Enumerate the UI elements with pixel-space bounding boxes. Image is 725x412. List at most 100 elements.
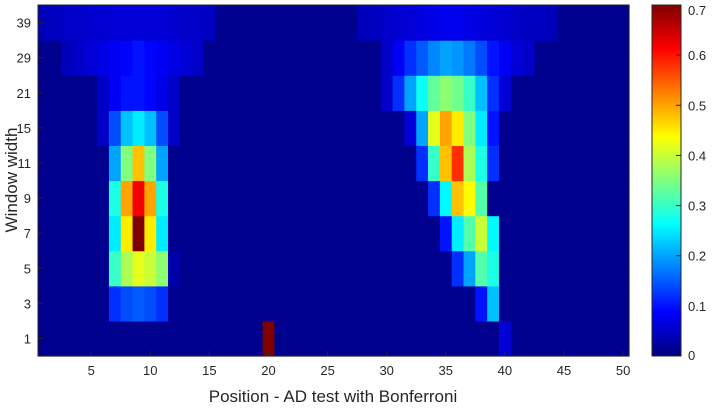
heatmap-cell (191, 180, 205, 217)
heatmap-cell (569, 5, 583, 41)
plot-frame (37, 4, 630, 357)
heatmap-cell (475, 285, 488, 322)
heatmap-cell (238, 250, 252, 287)
heatmap-cell (534, 320, 547, 357)
heatmap-cell (475, 215, 488, 252)
heatmap-cell (475, 320, 488, 357)
heatmap-cell (132, 320, 145, 357)
heatmap-cell (156, 250, 169, 287)
heatmap-cell (238, 320, 252, 357)
heatmap-cell (321, 145, 335, 182)
heatmap-cell (61, 5, 75, 41)
heatmap-cell (97, 215, 110, 252)
heatmap-cell (558, 75, 571, 111)
colorbar-frame (651, 4, 682, 357)
heatmap-cell (309, 215, 323, 252)
heatmap-cell (203, 40, 216, 76)
heatmap-cell (475, 75, 488, 111)
heatmap-cell (321, 75, 335, 111)
colorbar-tick-label: 0.3 (688, 199, 706, 214)
heatmap-cell (439, 215, 453, 252)
y-tick-label: 39 (17, 16, 31, 31)
heatmap-cell (97, 110, 110, 146)
heatmap-cell (156, 180, 169, 217)
heatmap-cell (428, 110, 441, 146)
heatmap-cell (380, 5, 394, 41)
heatmap-cell (593, 180, 606, 217)
heatmap-cell (227, 250, 240, 287)
heatmap-cell (605, 40, 618, 76)
x-tick-label: 10 (143, 363, 157, 378)
heatmap-cell (262, 215, 275, 252)
heatmap-cell (156, 5, 169, 41)
heatmap-cell (262, 320, 275, 357)
heatmap-cell (49, 180, 63, 217)
heatmap-cell (309, 110, 323, 146)
heatmap-cell (191, 75, 205, 111)
heatmap-cell (368, 145, 382, 182)
y-tick-label: 5 (24, 261, 31, 276)
heatmap-cell (238, 5, 252, 41)
heatmap-cell (605, 215, 618, 252)
heatmap-cell (522, 250, 536, 287)
heatmap-cell (475, 250, 488, 287)
heatmap-cell (392, 215, 406, 252)
heatmap-cell (38, 5, 51, 41)
heatmap-cell (215, 145, 228, 182)
heatmap-cell (274, 250, 287, 287)
heatmap-cell (179, 40, 193, 76)
heatmap-cell (168, 250, 181, 287)
heatmap-cell (203, 180, 216, 217)
heatmap-cell (569, 75, 583, 111)
heatmap-cell (380, 285, 394, 322)
heatmap-cell (274, 110, 287, 146)
heatmap-cell (203, 215, 216, 252)
heatmap-cell (191, 250, 205, 287)
heatmap-cell (333, 320, 346, 357)
heatmap-cell (298, 180, 311, 217)
heatmap-cell (250, 145, 264, 182)
heatmap-cell (144, 285, 157, 322)
heatmap-cell (404, 75, 417, 111)
heatmap-cell (215, 215, 228, 252)
heatmap-cell (108, 285, 122, 322)
heatmap-cell (108, 40, 122, 76)
heatmap-cell (463, 5, 476, 41)
heatmap-cell (286, 75, 299, 111)
heatmap-cell (498, 250, 512, 287)
heatmap-cell (534, 110, 547, 146)
heatmap-cell (498, 145, 512, 182)
heatmap-cell (108, 75, 122, 111)
heatmap-cell (286, 320, 299, 357)
heatmap-cell (357, 75, 370, 111)
heatmap-cell (581, 110, 595, 146)
heatmap-cell (179, 250, 193, 287)
heatmap-cell (498, 180, 512, 217)
heatmap-cell (581, 5, 595, 41)
heatmap-cell (144, 110, 157, 146)
heatmap-cell (38, 320, 51, 357)
heatmap-cell (392, 40, 406, 76)
heatmap-cell (321, 110, 335, 146)
heatmap-cell (49, 40, 63, 76)
heatmap-cell (321, 5, 335, 41)
heatmap-cell (392, 180, 406, 217)
heatmap-cell (416, 180, 429, 217)
heatmap-cell (558, 40, 571, 76)
heatmap-cell (345, 145, 358, 182)
heatmap-cell (191, 215, 205, 252)
heatmap-cell (345, 250, 358, 287)
heatmap-cell (61, 320, 75, 357)
heatmap-cell (49, 250, 63, 287)
heatmap-cell (546, 145, 559, 182)
heatmap-cell (439, 110, 453, 146)
heatmap-cell (168, 110, 181, 146)
heatmap-cell (380, 75, 394, 111)
heatmap-cell (108, 5, 122, 41)
heatmap-cell (439, 40, 453, 76)
heatmap-cell (593, 75, 606, 111)
heatmap-cell (298, 285, 311, 322)
heatmap-cell (108, 180, 122, 217)
heatmap-cell (416, 250, 429, 287)
heatmap-cell (451, 5, 465, 41)
